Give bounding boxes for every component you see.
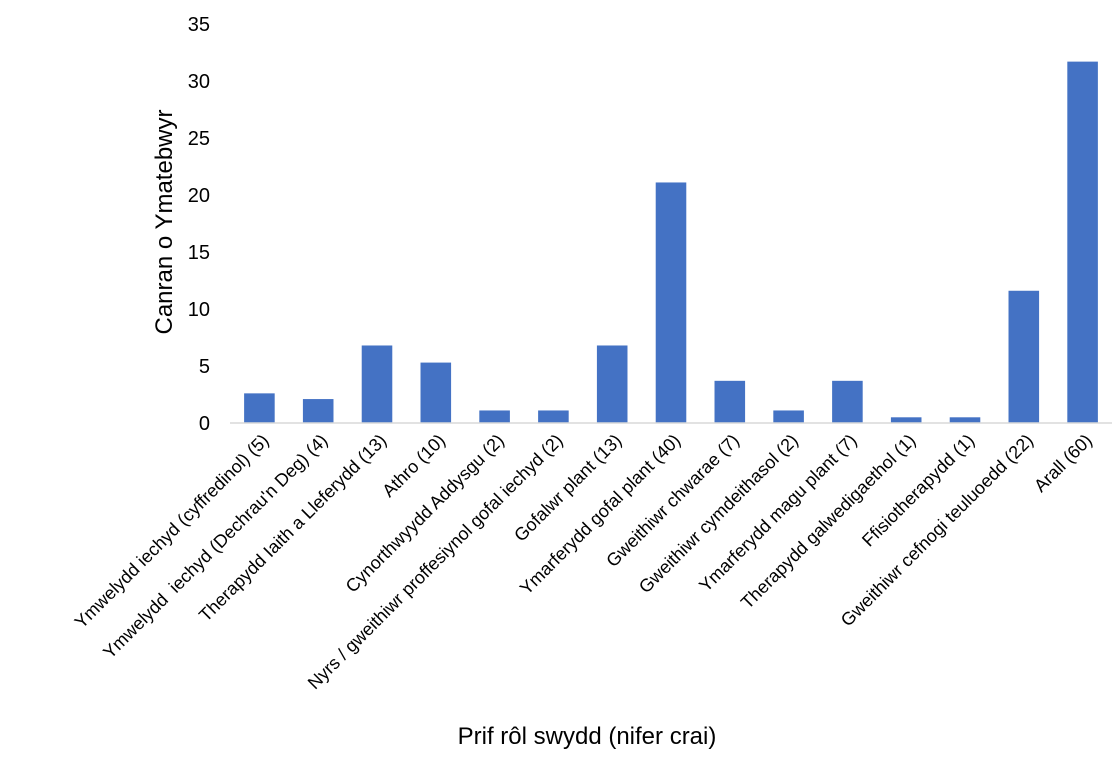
y-tick-label: 5: [199, 356, 210, 378]
y-axis-ticks: 0 5 10 15 20 25 30 35: [188, 14, 210, 435]
y-tick-label: 15: [188, 242, 210, 264]
bar: [244, 393, 275, 423]
bar: [596, 345, 628, 423]
bar: [1008, 290, 1040, 423]
bars: [244, 61, 1098, 424]
bar: [949, 417, 981, 423]
y-tick-label: 10: [188, 299, 210, 321]
bar: [655, 182, 687, 423]
bar: [773, 410, 804, 423]
y-tick-label: 30: [188, 71, 210, 93]
bar: [714, 380, 746, 423]
y-tick-label: 35: [188, 14, 210, 36]
x-category-label: Ymwelydd iechyd (Dechrau'n Deg) (4): [99, 430, 331, 662]
x-category-label: Gofalwr plant (13): [510, 430, 625, 545]
bar: [890, 417, 922, 423]
bar: [361, 345, 393, 423]
y-axis-title: Canran o Ymatebwyr: [151, 109, 178, 334]
x-category-label: Arall (60): [1030, 430, 1096, 496]
bar: [1067, 61, 1098, 424]
y-tick-label: 0: [199, 413, 210, 435]
bar: [302, 399, 334, 423]
bar: [538, 410, 569, 423]
y-tick-label: 25: [188, 128, 210, 150]
bar: [479, 410, 510, 423]
x-category-label: Ffisiotherapydd (1): [858, 430, 978, 550]
bar: [832, 380, 863, 423]
x-axis-category-labels: Ymwelydd iechyd (cyffredinol) (5)Ymwelyd…: [71, 430, 1096, 693]
bar: [420, 362, 452, 423]
x-axis-title: Prif rôl swydd (nifer crai): [458, 723, 717, 750]
y-tick-label: 20: [188, 185, 210, 207]
